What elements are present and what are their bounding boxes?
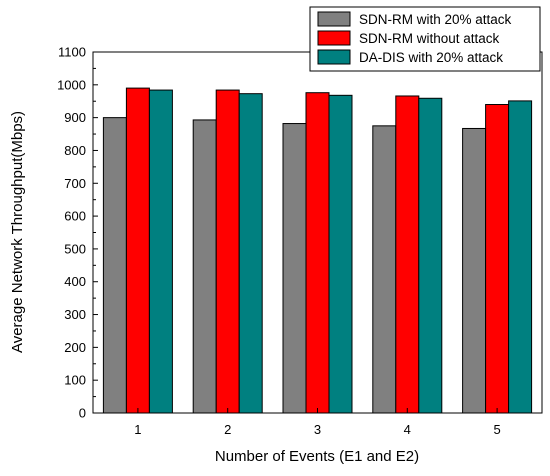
bar-3-1 (148, 89, 173, 414)
y-axis: 0 100 200 300 400 500 600 700 800 900 1000 1100 (57, 45, 98, 421)
bar-2-3 (305, 92, 330, 414)
y-tick-label: 300 (64, 307, 86, 322)
legend-swatch (317, 30, 351, 46)
bar-3-5 (508, 100, 533, 414)
bar-2-5 (485, 104, 510, 414)
y-tick-label: 500 (64, 241, 86, 256)
bar-2-1 (125, 87, 150, 414)
legend: SDN-RM with 20% attack SDN-RM without att… (309, 6, 541, 72)
bar-1-5 (462, 127, 487, 414)
y-tick-label: 700 (64, 176, 86, 191)
legend-swatch (317, 49, 351, 65)
x-tick-label: 1 (134, 422, 141, 437)
y-tick-label: 600 (64, 209, 86, 224)
x-tick-label: 3 (314, 422, 321, 437)
bar-1-3 (282, 123, 307, 414)
y-tick-label: 0 (79, 406, 86, 421)
x-axis: 1 2 3 4 5 (134, 408, 501, 437)
legend-label: DA-DIS with 20% attack (359, 50, 503, 65)
bar-1-4 (372, 125, 397, 414)
y-tick-label: 1000 (57, 77, 86, 92)
x-axis-title: Number of Events (E1 and E2) (215, 448, 419, 465)
y-tick-label: 200 (64, 340, 86, 355)
legend-label: SDN-RM without attack (359, 31, 500, 46)
y-tick-label: 900 (64, 110, 86, 125)
y-tick-label: 800 (64, 143, 86, 158)
bar-1-2 (192, 119, 217, 414)
y-tick-label: 400 (64, 274, 86, 289)
bar-3-4 (418, 97, 443, 414)
bar-2-4 (395, 95, 420, 414)
legend-swatch (317, 11, 351, 27)
y-tick-label: 100 (64, 373, 86, 388)
y-tick-label: 1100 (58, 45, 86, 60)
y-axis-title: Average Network Throughput(Mbps) (9, 111, 26, 353)
x-tick-label: 5 (493, 422, 500, 437)
bar-3-3 (328, 94, 353, 414)
x-tick-label: 2 (224, 422, 231, 437)
bar-3-2 (238, 93, 263, 414)
bar-2-2 (215, 89, 240, 414)
legend-label: SDN-RM with 20% attack (359, 12, 512, 27)
bar-1-1 (102, 117, 127, 414)
bars-layer (102, 87, 533, 414)
x-tick-label: 4 (404, 422, 411, 437)
